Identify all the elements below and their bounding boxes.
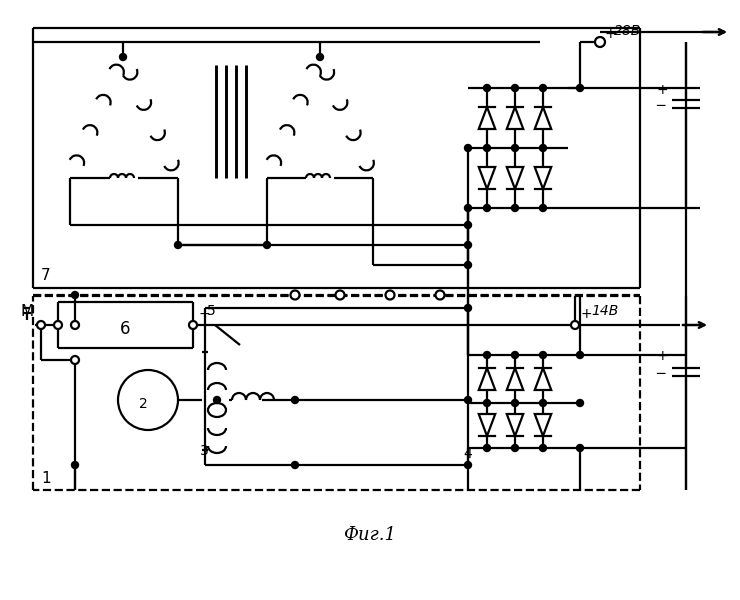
Text: ─: ─ (656, 367, 665, 381)
Circle shape (72, 292, 78, 298)
Circle shape (436, 290, 445, 299)
Circle shape (71, 356, 79, 364)
Circle shape (465, 262, 471, 269)
Circle shape (175, 241, 181, 248)
Circle shape (119, 53, 127, 61)
Circle shape (576, 352, 584, 358)
Circle shape (483, 352, 491, 358)
Circle shape (576, 85, 584, 91)
Circle shape (511, 352, 519, 358)
Text: 2: 2 (139, 397, 148, 411)
Text: M: M (20, 304, 33, 319)
Circle shape (263, 241, 271, 248)
Circle shape (465, 205, 471, 211)
Circle shape (386, 290, 394, 299)
Circle shape (571, 321, 579, 329)
Circle shape (511, 205, 519, 211)
Circle shape (465, 221, 471, 229)
Circle shape (539, 400, 547, 407)
Text: +: + (604, 27, 616, 41)
Text: 4: 4 (463, 447, 472, 461)
Text: +: + (656, 349, 667, 363)
Text: +: + (581, 307, 593, 321)
Circle shape (576, 445, 584, 451)
Circle shape (292, 461, 298, 469)
Circle shape (511, 400, 519, 407)
Circle shape (539, 445, 547, 451)
Circle shape (335, 290, 345, 299)
Circle shape (37, 321, 45, 329)
Circle shape (465, 397, 471, 403)
Text: 7: 7 (41, 268, 50, 283)
Text: 6: 6 (120, 320, 130, 338)
Circle shape (214, 397, 221, 403)
Circle shape (465, 461, 471, 469)
Circle shape (511, 445, 519, 451)
Circle shape (72, 461, 78, 469)
Circle shape (539, 352, 547, 358)
Circle shape (465, 304, 471, 311)
Circle shape (189, 321, 197, 329)
Circle shape (483, 145, 491, 151)
Circle shape (511, 145, 519, 151)
Circle shape (317, 53, 323, 61)
Circle shape (54, 321, 62, 329)
Circle shape (539, 85, 547, 91)
Circle shape (292, 397, 298, 403)
Circle shape (595, 37, 605, 47)
Text: 5: 5 (207, 304, 216, 318)
Text: Фиг.1: Фиг.1 (343, 526, 397, 544)
Text: 3: 3 (200, 444, 209, 458)
Text: 1: 1 (41, 471, 50, 486)
Circle shape (291, 290, 300, 299)
Text: 28В: 28В (614, 24, 642, 38)
Circle shape (483, 205, 491, 211)
Circle shape (511, 85, 519, 91)
Circle shape (539, 205, 547, 211)
Text: 14В: 14В (591, 304, 618, 318)
Circle shape (576, 400, 584, 407)
Circle shape (483, 85, 491, 91)
Circle shape (71, 321, 79, 329)
Circle shape (483, 445, 491, 451)
Circle shape (539, 145, 547, 151)
Circle shape (465, 145, 471, 151)
Circle shape (483, 400, 491, 407)
Text: +: + (198, 307, 209, 321)
Text: +: + (656, 83, 667, 97)
Circle shape (465, 241, 471, 248)
Text: ─: ─ (656, 99, 665, 113)
